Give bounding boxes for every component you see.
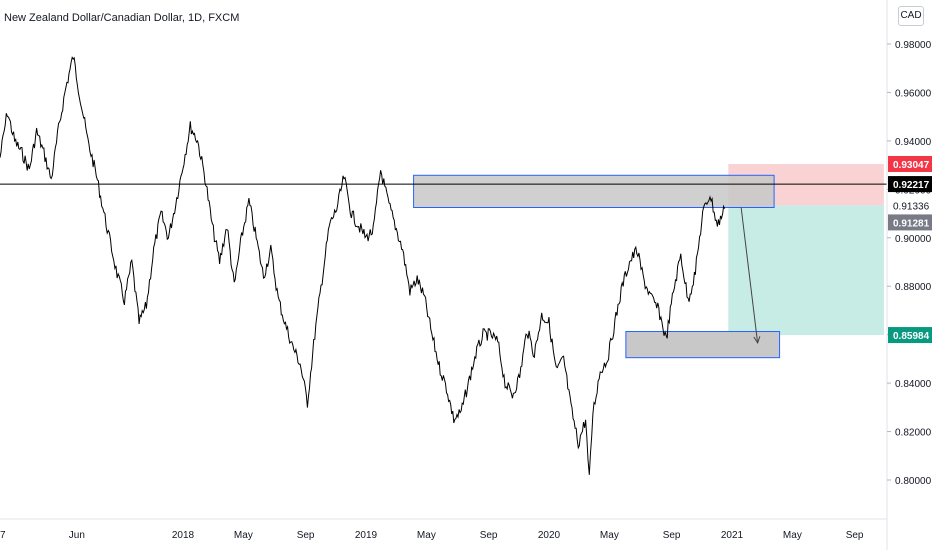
x-tick-label: Sep — [846, 530, 864, 541]
price-label-gray: 0.91281 — [893, 218, 930, 229]
price-label-green: 0.85984 — [893, 331, 930, 342]
price-series-line — [0, 56, 726, 475]
y-tick-label: 0.90000 — [895, 234, 932, 245]
price-label-red: 0.93047 — [893, 160, 930, 171]
y-tick-label: 0.80000 — [895, 476, 932, 487]
price-label-black: 0.92217 — [893, 180, 930, 191]
demand-zone[interactable] — [625, 331, 781, 359]
x-tick-label: 17 — [0, 530, 6, 541]
x-tick-label: Jun — [69, 530, 85, 541]
y-tick-label: 0.96000 — [895, 88, 932, 99]
supply-zone[interactable] — [413, 174, 775, 208]
y-tick-label: 0.82000 — [895, 428, 932, 439]
x-tick-label: 2018 — [172, 530, 195, 541]
x-tick-label: Sep — [297, 530, 315, 541]
y-tick-label: 0.84000 — [895, 379, 932, 390]
y-tick-label: 0.88000 — [895, 282, 932, 293]
currency-button[interactable]: CAD — [898, 6, 924, 26]
y-tick-label: 0.98000 — [895, 40, 932, 51]
x-tick-label: May — [417, 530, 436, 541]
price-label-box — [888, 327, 932, 344]
x-tick-label: 2019 — [355, 530, 378, 541]
target-zone[interactable] — [728, 205, 884, 336]
price-label-plain: 0.91336 — [893, 201, 930, 212]
x-tick-label: May — [783, 530, 802, 541]
price-label-box — [888, 197, 932, 214]
x-tick-label: Sep — [663, 530, 681, 541]
price-label-box — [888, 214, 932, 231]
x-tick-label: 2021 — [721, 530, 744, 541]
target-arrow-line — [740, 207, 759, 343]
price-label-box — [888, 155, 932, 172]
x-tick-label: May — [234, 530, 253, 541]
y-tick-label: 0.94000 — [895, 137, 932, 148]
target-arrow-head — [753, 336, 761, 345]
x-tick-label: 2020 — [538, 530, 561, 541]
price-label-box — [888, 176, 932, 193]
chart-title: New Zealand Dollar/Canadian Dollar, 1D, … — [4, 12, 240, 24]
x-tick-label: May — [600, 530, 619, 541]
x-tick-label: Sep — [480, 530, 498, 541]
